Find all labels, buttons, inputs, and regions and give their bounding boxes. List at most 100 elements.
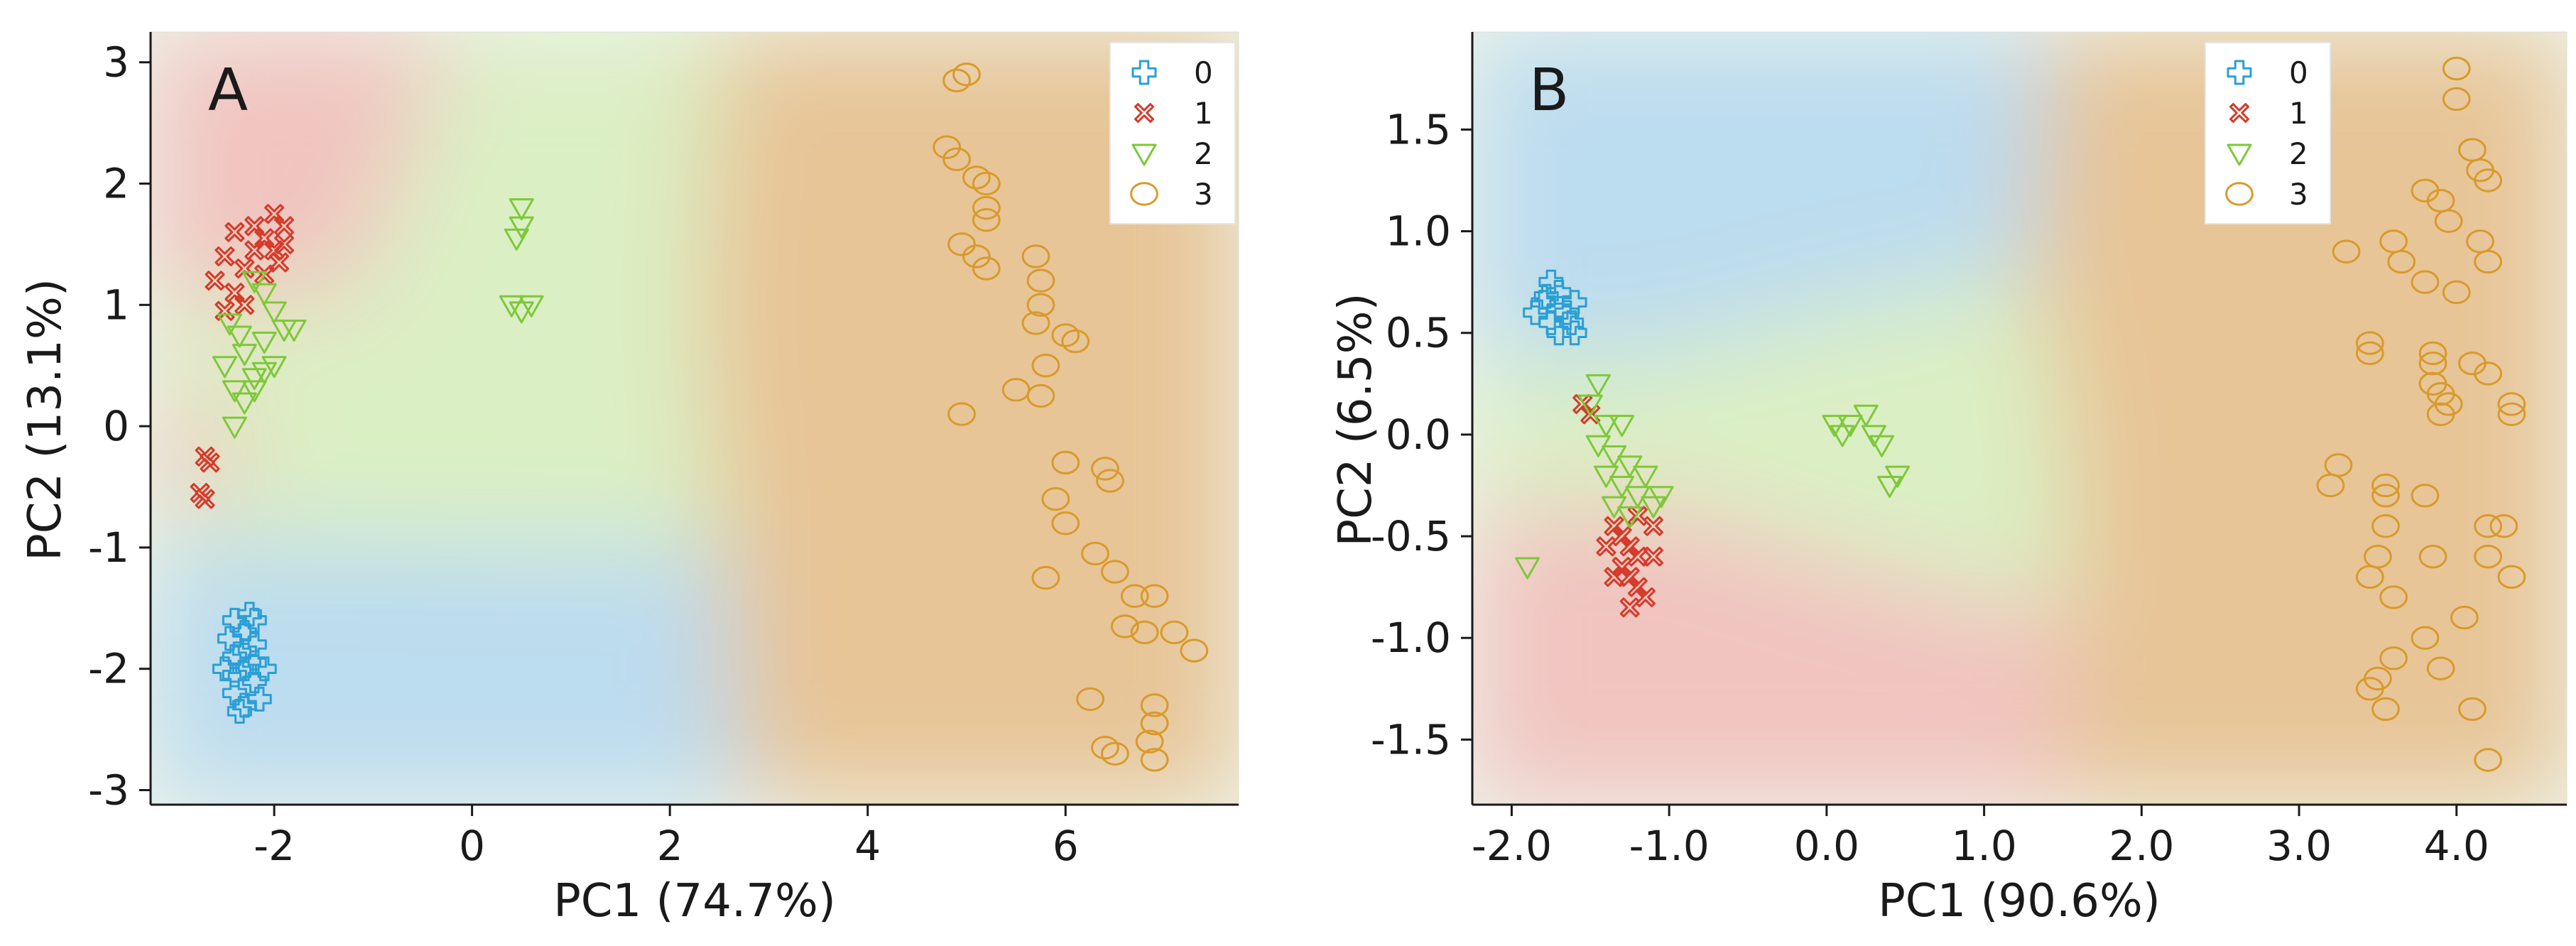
panel-b-legend: 0 1 2 3 xyxy=(2205,42,2331,224)
panel-a-point-class-3 xyxy=(1091,457,1119,481)
panel-b-point-class-1 xyxy=(1643,546,1663,567)
panel-b-point-class-3 xyxy=(2442,280,2471,305)
panel-a-legend-x-mark-icon xyxy=(1134,103,1154,123)
panel-a-point-class-3 xyxy=(1160,620,1189,645)
panel-a-region-class-1 xyxy=(151,401,235,499)
panel-b-point-class-1 xyxy=(1604,567,1624,587)
panel-b-point-class-3 xyxy=(2489,514,2518,538)
panel-b-point-class-3 xyxy=(2418,351,2447,376)
panel-b-point-class-2 xyxy=(1609,415,1635,437)
panel-a-point-class-3 xyxy=(1140,584,1169,608)
panel-a-point-class-3 xyxy=(1051,511,1080,535)
panel-a-point-class-3 xyxy=(1091,736,1119,760)
panel-b-point-class-2 xyxy=(1885,465,1911,488)
panel-b-point-class-3 xyxy=(2474,748,2503,772)
panel-b-point-class-3 xyxy=(2474,361,2503,386)
panel-a-point-class-2 xyxy=(509,301,534,324)
panel-a-legend-triangle-down-icon xyxy=(1131,143,1157,166)
panel-b-point-class-2 xyxy=(1837,415,1863,437)
panel-b-legend-circle-icon xyxy=(2225,182,2254,206)
panel-a-point-class-2 xyxy=(241,271,267,293)
panel-a-point-class-0 xyxy=(251,656,277,682)
panel-a-point-class-2 xyxy=(251,332,277,354)
panel-a-y-tick-label: 0 xyxy=(103,402,129,450)
panel-b-point-class-3 xyxy=(2474,514,2503,538)
panel-a-point-class-2 xyxy=(504,228,529,251)
panel-b-y-tick-label: -0.5 xyxy=(1371,512,1451,560)
panel-a-x-tick-label: 0 xyxy=(459,822,485,870)
panel-b-axes: -2.0 -1.0 0.0 1.0 2.0 3.0 4.0 -1.5 -1.0 -0.5 0.0 0.… xyxy=(1371,32,2567,870)
panel-b-y-tick-label: 1.5 xyxy=(1386,105,1451,153)
panel-a-point-class-3 xyxy=(1140,711,1169,736)
panel-a-point-class-2 xyxy=(232,392,257,415)
panel-b-point-class-3 xyxy=(2426,402,2455,426)
panel-a-point-class-2 xyxy=(222,380,247,403)
panel-a-point-class-1 xyxy=(195,489,215,509)
panel-a-legend: 0 1 2 3 xyxy=(1109,42,1236,224)
panel-a-y-tick-label: 2 xyxy=(103,160,129,208)
panel-b-point-class-3 xyxy=(2379,585,2408,609)
panel-a-y-tick-label: -1 xyxy=(88,523,129,572)
panel-a-point-class-0 xyxy=(222,662,247,687)
panel-a-point-class-1 xyxy=(244,216,265,236)
panel-b-point-class-3 xyxy=(2418,544,2447,569)
panel-b-point-class-3 xyxy=(2497,402,2526,426)
panel-b-y-tick-label: 1.0 xyxy=(1386,207,1451,256)
panel-a-point-class-0 xyxy=(222,680,247,706)
panel-a-point-class-2 xyxy=(509,198,534,221)
panel-b-legend-label: 1 xyxy=(2289,96,2308,131)
panel-a-letter: A xyxy=(208,57,248,124)
panel-b-y-tick-label: 0.5 xyxy=(1386,309,1451,357)
panel-b-x-tick-label: 0.0 xyxy=(1794,822,1859,870)
panel-a-legend-label: 3 xyxy=(1194,177,1213,212)
panel-a-legend-label: 0 xyxy=(1194,55,1213,90)
panel-a-point-class-2 xyxy=(241,380,267,403)
panel-b-x-tick-label: -2.0 xyxy=(1472,822,1552,870)
panel-a-point-class-1 xyxy=(269,252,290,273)
panel-b-point-class-0 xyxy=(1523,300,1548,325)
panel-a-x-tick-label: -2 xyxy=(254,822,295,870)
panel-a-point-class-3 xyxy=(972,171,1001,196)
panel-a-point-class-0 xyxy=(232,638,257,663)
panel-b-x-tick-label: 4.0 xyxy=(2424,822,2489,870)
panel-b-decision-regions xyxy=(1472,32,2567,805)
panel-b-point-class-2 xyxy=(1641,496,1666,518)
panel-b-point-class-0 xyxy=(1533,283,1559,309)
panel-b-point-class-2 xyxy=(1633,465,1658,488)
panel-a-point-class-3 xyxy=(1110,614,1139,638)
panel-a-point-class-3 xyxy=(1061,329,1090,354)
panel-a-point-class-3 xyxy=(1081,541,1109,566)
panel-a-point-class-3 xyxy=(1096,469,1124,493)
panel-a-point-class-3 xyxy=(1031,354,1060,378)
panel-a-region-group xyxy=(151,32,1239,805)
panel-b-legend-label: 3 xyxy=(2289,177,2308,212)
panel-a-point-class-3 xyxy=(1051,323,1080,347)
panel-a-point-class-3 xyxy=(942,147,971,172)
panel-b-point-class-3 xyxy=(2379,646,2408,670)
panel-b-y-tick-label: -1.0 xyxy=(1371,614,1451,662)
panel-a-point-class-2 xyxy=(261,356,287,379)
panel-a-region-class-0 xyxy=(151,541,749,805)
panel-a-point-class-2 xyxy=(499,295,524,317)
panel-a-point-class-3 xyxy=(942,68,971,93)
panel-a-point-class-1 xyxy=(254,264,275,285)
panel-a-legend-label: 2 xyxy=(1194,136,1213,171)
panel-a-point-class-1 xyxy=(205,271,225,291)
panel-b-point-class-1 xyxy=(1627,546,1648,567)
panel-a-point-class-3 xyxy=(1026,384,1055,408)
panel-b-point-class-3 xyxy=(2426,656,2455,680)
panel-b-y-tick-label: 0.0 xyxy=(1386,411,1451,459)
panel-a-point-class-3 xyxy=(1021,311,1050,335)
panel-a-point-class-3 xyxy=(972,256,1001,281)
panel-b-point-class-2 xyxy=(1648,486,1674,509)
panel-b-point-class-3 xyxy=(2316,473,2345,498)
panel-a-data-points xyxy=(190,62,1209,772)
panel-b-point-class-2 xyxy=(1830,425,1855,447)
panel-a-point-class-3 xyxy=(1021,244,1050,268)
panel-a-point-class-3 xyxy=(1051,450,1080,475)
panel-b-x-axis-title: PC1 (90.6%) xyxy=(1878,875,2161,928)
panel-a-point-class-2 xyxy=(217,313,242,336)
panel-a-point-class-3 xyxy=(1140,693,1169,717)
panel-a-point-class-3 xyxy=(972,195,1001,220)
panel-b-point-class-3 xyxy=(2450,605,2479,630)
